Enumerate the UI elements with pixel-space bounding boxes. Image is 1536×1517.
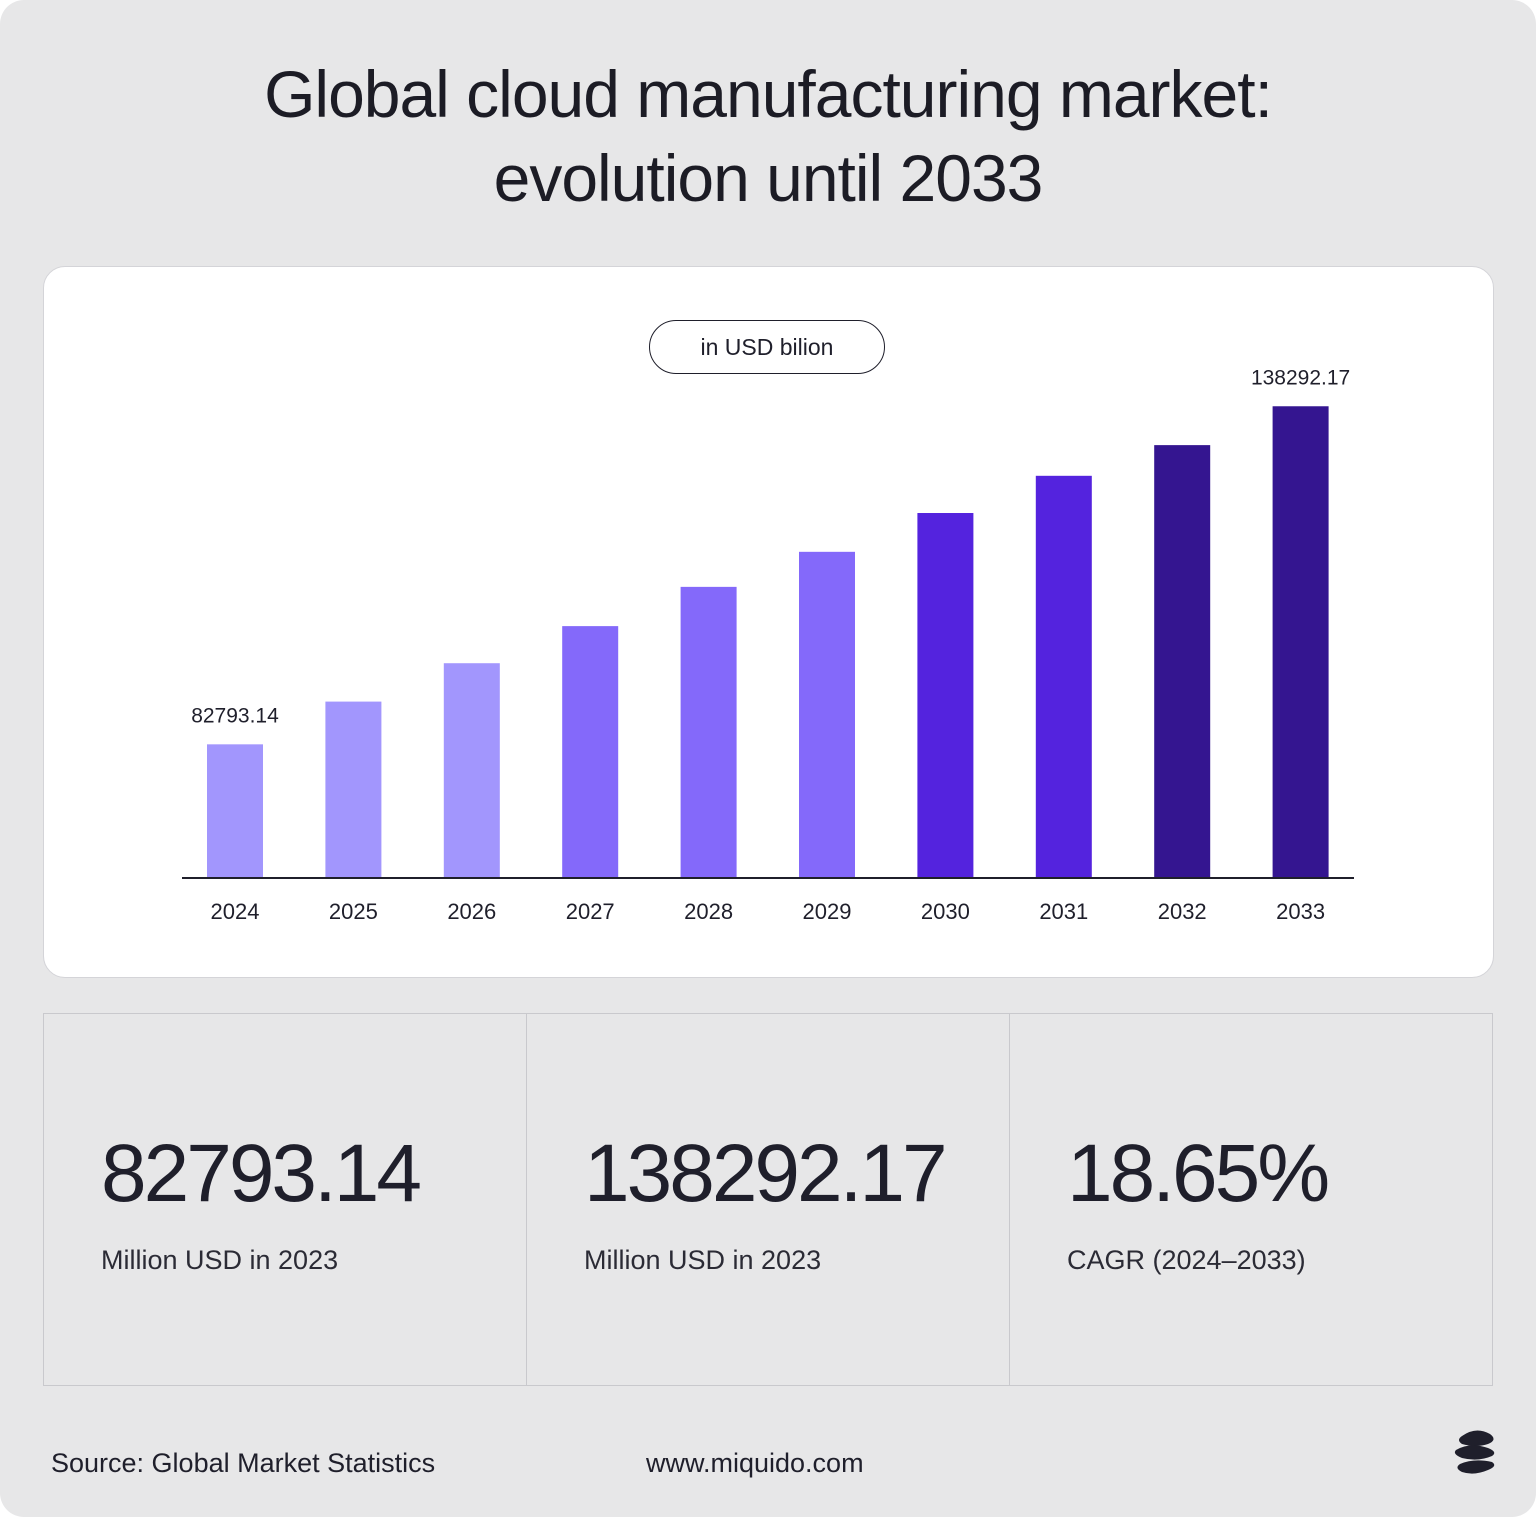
bar-2029 <box>799 551 855 878</box>
unit-label: in USD bilion <box>649 320 885 374</box>
stat-card-start-value: 82793.14 Million USD in 2023 <box>44 1014 527 1385</box>
x-tick-label: 2029 <box>803 899 852 924</box>
source-credit: Source: Global Market Statistics <box>51 1448 436 1478</box>
data-label: 138292.17 <box>1251 366 1350 389</box>
stat-label: Million USD in 2023 <box>584 1245 822 1275</box>
bar-2030 <box>917 513 974 878</box>
bar-2028 <box>680 586 737 878</box>
stat-value: 18.65% <box>1067 1128 1330 1219</box>
bar-2027 <box>562 626 619 878</box>
x-tick-label: 2032 <box>1158 899 1207 924</box>
bar-chart: 2024 2025 2026 2027 2028 2029 2030 2031 2032 2033… <box>182 366 1354 924</box>
stat-card-cagr: 18.65% CAGR (2024–2033) <box>1010 1014 1492 1385</box>
data-label: 82793.14 <box>191 704 279 727</box>
bar-2032 <box>1154 445 1211 878</box>
stat-value: 138292.17 <box>584 1128 948 1219</box>
miquido-logo-icon <box>1454 1430 1495 1474</box>
x-tick-label: 2033 <box>1276 899 1325 924</box>
bar-2031 <box>1035 475 1092 878</box>
stat-label: CAGR (2024–2033) <box>1067 1245 1306 1275</box>
chart-card: in USD bilion 2024 2025 2026 2027 2028 2029 20… <box>43 266 1494 978</box>
x-tick-label: 2025 <box>329 899 378 924</box>
bar-2024 <box>207 744 263 878</box>
bar-2026 <box>443 663 500 878</box>
title-line-2: evolution until 2033 <box>493 141 1044 215</box>
stats-row: 82793.14 Million USD in 2023 138292.17 M… <box>43 1013 1493 1386</box>
x-tick-label: 2031 <box>1039 899 1088 924</box>
stat-label: Million USD in 2023 <box>101 1245 339 1275</box>
x-tick-label: 2026 <box>447 899 496 924</box>
website-link[interactable]: www.miquido.com <box>646 1448 864 1478</box>
title-line-1: Global cloud manufacturing market: <box>264 57 1273 131</box>
x-tick-label: 2030 <box>921 899 970 924</box>
bar-2033 <box>1272 406 1329 878</box>
x-tick-label: 2028 <box>684 899 733 924</box>
x-tick-label: 2027 <box>566 899 615 924</box>
x-tick-label: 2024 <box>211 899 260 924</box>
stat-card-end-value: 138292.17 Million USD in 2023 <box>527 1014 1010 1385</box>
page-title: Global cloud manufacturing market: evolu… <box>0 52 1536 220</box>
bar-2025 <box>325 701 382 878</box>
stat-value: 82793.14 <box>101 1128 422 1219</box>
